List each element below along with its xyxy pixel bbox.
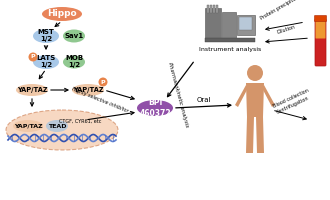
Ellipse shape — [72, 84, 104, 96]
FancyBboxPatch shape — [314, 16, 326, 21]
FancyBboxPatch shape — [213, 5, 215, 13]
Text: P: P — [101, 79, 105, 84]
FancyBboxPatch shape — [205, 38, 255, 42]
Ellipse shape — [63, 55, 85, 68]
Ellipse shape — [46, 120, 68, 132]
Text: Protein precipitation: Protein precipitation — [259, 0, 305, 21]
Ellipse shape — [42, 7, 82, 21]
Ellipse shape — [6, 110, 118, 150]
Text: CTGF, CYR61, etc: CTGF, CYR61, etc — [59, 119, 101, 124]
Text: Dilution: Dilution — [276, 24, 296, 35]
FancyBboxPatch shape — [207, 5, 209, 13]
FancyBboxPatch shape — [237, 15, 255, 35]
Text: Highly selective inhibitor: Highly selective inhibitor — [71, 87, 129, 114]
Text: YAP/TAZ: YAP/TAZ — [17, 87, 47, 93]
FancyBboxPatch shape — [239, 17, 252, 30]
Ellipse shape — [63, 29, 85, 43]
Ellipse shape — [33, 29, 59, 43]
Text: Oral: Oral — [197, 97, 211, 103]
Polygon shape — [235, 85, 248, 107]
Text: LATS
1/2: LATS 1/2 — [36, 55, 56, 68]
Ellipse shape — [28, 52, 38, 62]
Circle shape — [247, 65, 263, 81]
Ellipse shape — [98, 77, 108, 86]
FancyBboxPatch shape — [210, 5, 212, 13]
Text: P: P — [31, 54, 35, 60]
Ellipse shape — [33, 55, 59, 69]
Ellipse shape — [13, 120, 43, 132]
Ellipse shape — [16, 84, 48, 96]
Text: Instrument analysis: Instrument analysis — [199, 47, 261, 52]
Text: Centrifugation: Centrifugation — [276, 95, 310, 115]
FancyBboxPatch shape — [205, 8, 221, 38]
Text: YAP/TAZ: YAP/TAZ — [73, 87, 103, 93]
Text: TEAD: TEAD — [48, 123, 66, 129]
Polygon shape — [256, 117, 264, 153]
Text: Blood collection: Blood collection — [272, 88, 310, 109]
FancyBboxPatch shape — [315, 20, 325, 38]
Polygon shape — [262, 85, 275, 107]
Text: MOB
1/2: MOB 1/2 — [65, 55, 83, 68]
Text: BPI
460372: BPI 460372 — [139, 98, 171, 118]
FancyBboxPatch shape — [315, 19, 326, 66]
Text: Sav1: Sav1 — [64, 33, 83, 39]
Text: Hippo: Hippo — [47, 9, 77, 19]
Ellipse shape — [137, 100, 173, 116]
FancyBboxPatch shape — [216, 5, 218, 13]
Text: Pharmacokinetic analysis: Pharmacokinetic analysis — [167, 62, 189, 128]
Text: YAP/TAZ: YAP/TAZ — [14, 123, 42, 129]
Polygon shape — [246, 83, 264, 117]
FancyBboxPatch shape — [222, 12, 236, 38]
Polygon shape — [246, 117, 254, 153]
Text: MST
1/2: MST 1/2 — [38, 29, 54, 43]
